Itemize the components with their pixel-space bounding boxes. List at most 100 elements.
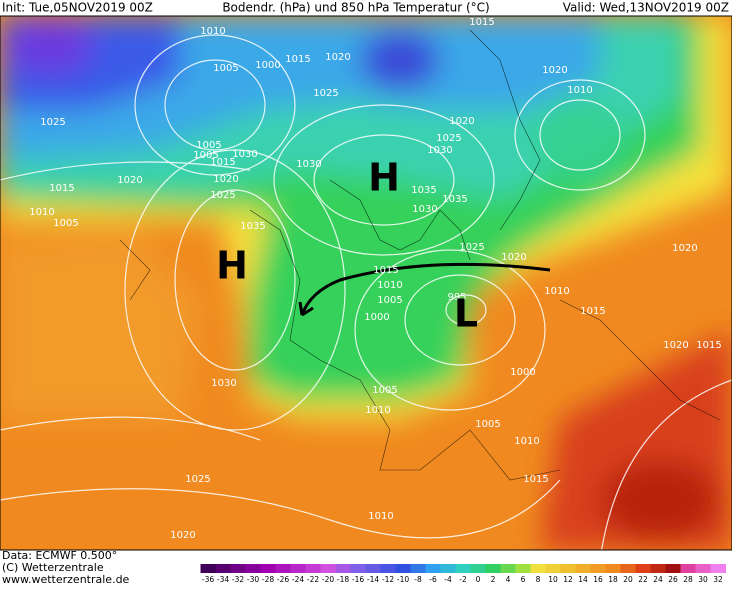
isobar-label: 1010	[567, 85, 592, 96]
isobar-label: 1010	[514, 436, 539, 447]
colorbar-swatch	[260, 564, 276, 573]
isobar-label: 1010	[365, 405, 390, 416]
isobar-label: 1010	[377, 280, 402, 291]
valid-time: Valid: Wed,13NOV2019 00Z	[563, 1, 729, 15]
isobar-label: 1025	[40, 117, 65, 128]
colorbar-label: 28	[683, 575, 693, 584]
colorbar-swatch	[665, 564, 681, 573]
isobar-label: 1015	[210, 157, 235, 168]
pressure-center: H	[368, 156, 400, 200]
isobar-label: 1020	[501, 252, 526, 263]
isobar-label: 1005	[53, 218, 78, 229]
website: www.wetterzentrale.de	[2, 573, 130, 586]
isobar-label: 1010	[368, 511, 393, 522]
colorbar-swatch	[560, 564, 576, 573]
isobar-label: 1000	[510, 367, 535, 378]
colorbar-label: 0	[476, 575, 481, 584]
isobar-label: 1030	[211, 378, 236, 389]
copyright: (C) Wetterzentrale	[2, 561, 104, 574]
colorbar-swatch	[695, 564, 711, 573]
isobar-label: 1000	[364, 312, 389, 323]
isobar-label: 1030	[232, 149, 257, 160]
isobar-label: 1020	[170, 530, 195, 541]
isobar-label: 1005	[193, 150, 218, 161]
colorbar-swatch	[620, 564, 636, 573]
isobar-label: 1015	[523, 474, 548, 485]
colorbar-label: -24	[292, 575, 304, 584]
colorbar-label: -26	[277, 575, 289, 584]
isobar-label: 1035	[411, 185, 436, 196]
colorbar-label: 30	[698, 575, 708, 584]
colorbar-label: -12	[382, 575, 394, 584]
colorbar-label: 26	[668, 575, 678, 584]
colorbar-swatch	[470, 564, 486, 573]
colorbar-swatch	[575, 564, 591, 573]
colorbar-label: -10	[397, 575, 409, 584]
colorbar-swatch	[320, 564, 336, 573]
colorbar-swatch	[245, 564, 261, 573]
colorbar-swatch	[275, 564, 291, 573]
colorbar-swatch	[305, 564, 321, 573]
colorbar-label: 16	[593, 575, 603, 584]
colorbar-label: 24	[653, 575, 663, 584]
colorbar-label: -22	[307, 575, 319, 584]
colorbar-swatch	[680, 564, 696, 573]
isobar-label: 1035	[442, 194, 467, 205]
colorbar-label: 12	[563, 575, 573, 584]
isobar-label: 1015	[285, 54, 310, 65]
isobar-label: 1025	[313, 88, 338, 99]
colorbar-label: 10	[548, 575, 558, 584]
isobar-label: 1030	[427, 145, 452, 156]
isobar-label: 1020	[672, 243, 697, 254]
colorbar-label: -30	[247, 575, 259, 584]
isobar-label: 1025	[459, 242, 484, 253]
colorbar-label: -20	[322, 575, 334, 584]
isobar-label: 1020	[663, 340, 688, 351]
colorbar-label: -34	[217, 575, 229, 584]
init-time: Init: Tue,05NOV2019 00Z	[2, 1, 153, 15]
colorbar-swatch	[290, 564, 306, 573]
isobar-label: 1020	[213, 174, 238, 185]
isobar-label: 995	[447, 292, 466, 303]
colorbar-label: 18	[608, 575, 618, 584]
isobar-label: 1010	[200, 26, 225, 37]
colorbar-label: 14	[578, 575, 588, 584]
isobar-label: 1005	[213, 63, 238, 74]
isobar-label: 1015	[580, 306, 605, 317]
isobar-label: 1010	[29, 207, 54, 218]
map-title: Bodendr. (hPa) und 850 hPa Temperatur (°…	[222, 1, 489, 15]
colorbar-swatch	[455, 564, 471, 573]
isobar-label: 1035	[240, 221, 265, 232]
colorbar-label: 2	[491, 575, 496, 584]
colorbar-label: -18	[337, 575, 349, 584]
colorbar-swatch	[395, 564, 411, 573]
pressure-center: H	[216, 244, 248, 288]
colorbar-swatch	[380, 564, 396, 573]
isobar-label: 1020	[542, 65, 567, 76]
colorbar-label: -32	[232, 575, 244, 584]
colorbar-label: -36	[202, 575, 214, 584]
isobar-label: 1020	[117, 175, 142, 186]
colorbar-swatch	[605, 564, 621, 573]
colorbar-label: 32	[713, 575, 723, 584]
isobar-label: 1025	[185, 474, 210, 485]
isobar-label: 1000	[255, 60, 280, 71]
colorbar: -36 -34 -32 -30 -28 -26 -24 -22 -20 -18 -16 -14 -12-…	[200, 564, 726, 584]
data-source: Data: ECMWF 0.500°	[2, 549, 117, 562]
colorbar-swatch	[350, 564, 366, 573]
colorbar-swatch	[410, 564, 426, 573]
isobar-label: 1025	[210, 190, 235, 201]
colorbar-label: 8	[536, 575, 541, 584]
colorbar-label: 6	[521, 575, 526, 584]
isobar-label: 1015	[373, 265, 398, 276]
colorbar-swatch	[230, 564, 246, 573]
isobar-label: 1005	[377, 295, 402, 306]
colorbar-swatch	[590, 564, 606, 573]
colorbar-label: -4	[444, 575, 452, 584]
colorbar-label: -16	[352, 575, 364, 584]
colorbar-swatch	[635, 564, 651, 573]
colorbar-swatch	[425, 564, 441, 573]
colorbar-label: -2	[459, 575, 467, 584]
